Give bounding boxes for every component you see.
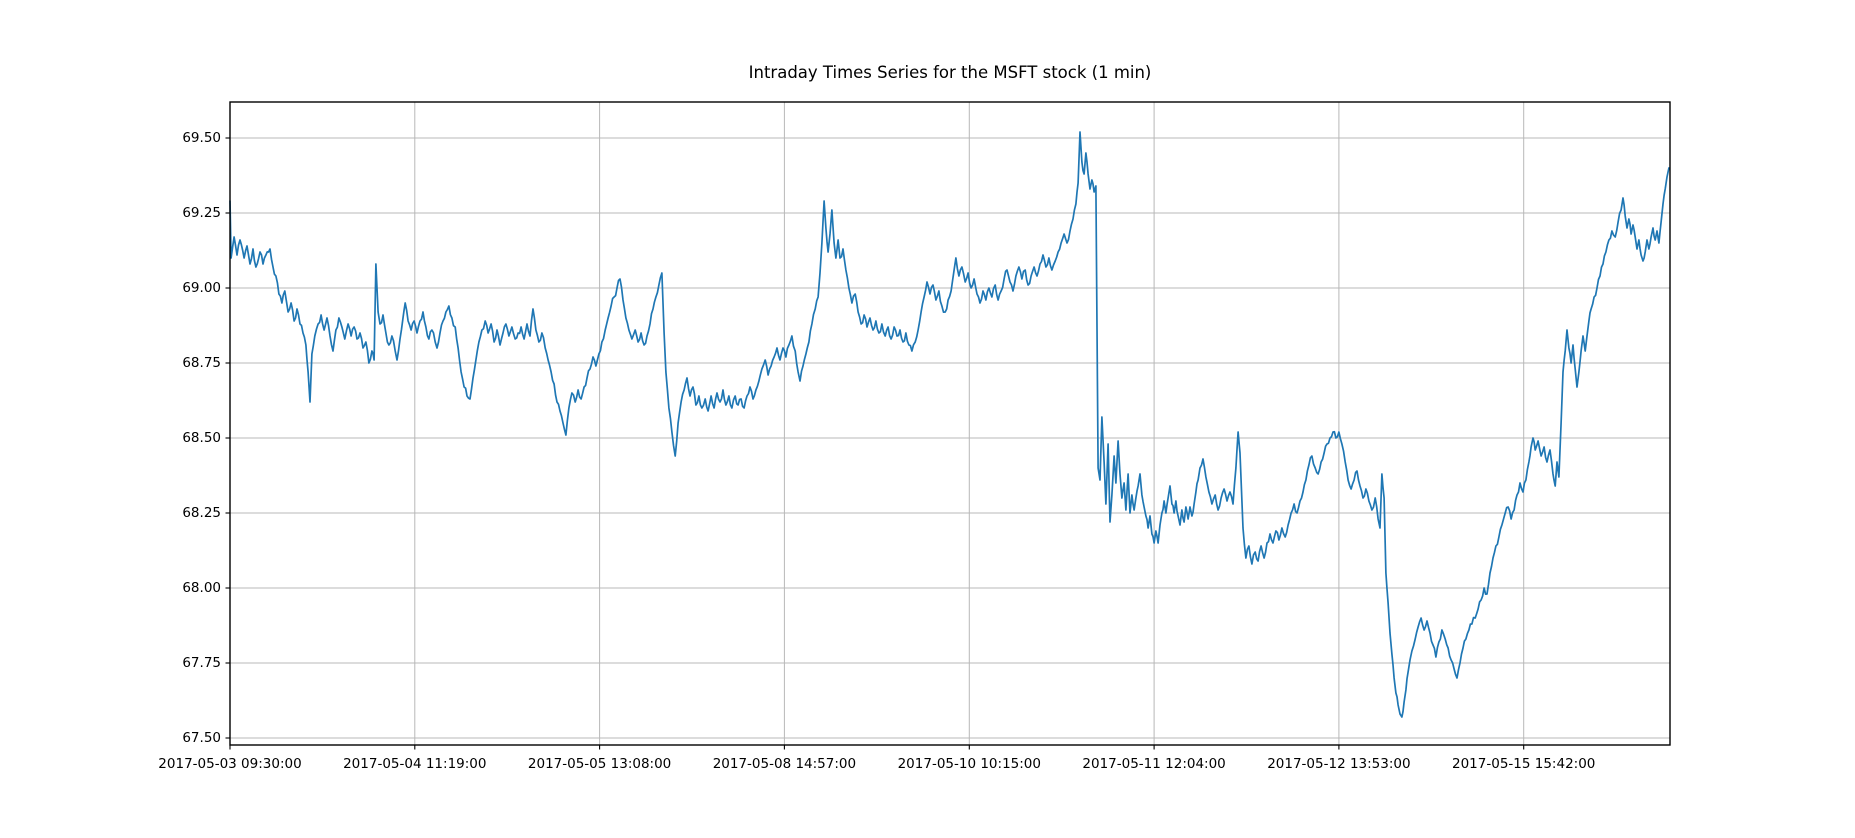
svg-text:68.00: 68.00 — [182, 580, 221, 596]
svg-text:2017-05-05 13:08:00: 2017-05-05 13:08:00 — [528, 756, 671, 772]
svg-text:2017-05-08 14:57:00: 2017-05-08 14:57:00 — [713, 756, 856, 772]
price-line — [229, 131, 1670, 718]
svg-text:2017-05-03 09:30:00: 2017-05-03 09:30:00 — [158, 756, 301, 772]
svg-text:2017-05-15 15:42:00: 2017-05-15 15:42:00 — [1452, 756, 1595, 772]
tick-labels: 2017-05-03 09:30:00 2017-05-04 11:19:00 20… — [158, 130, 1595, 772]
svg-text:2017-05-04 11:19:00: 2017-05-04 11:19:00 — [343, 756, 486, 772]
gridlines — [230, 102, 1670, 745]
svg-text:68.25: 68.25 — [182, 505, 221, 521]
chart-title: Intraday Times Series for the MSFT stock… — [749, 63, 1152, 82]
svg-text:2017-05-10 10:15:00: 2017-05-10 10:15:00 — [898, 756, 1041, 772]
svg-text:2017-05-11 12:04:00: 2017-05-11 12:04:00 — [1082, 756, 1225, 772]
svg-text:68.75: 68.75 — [182, 355, 221, 371]
svg-text:2017-05-12 13:53:00: 2017-05-12 13:53:00 — [1267, 756, 1410, 772]
tick-marks — [225, 137, 1525, 750]
svg-text:67.75: 67.75 — [182, 655, 221, 671]
svg-text:69.25: 69.25 — [182, 205, 221, 221]
svg-text:68.50: 68.50 — [182, 430, 221, 446]
svg-text:67.50: 67.50 — [182, 730, 221, 746]
svg-text:69.50: 69.50 — [182, 130, 221, 146]
svg-text:69.00: 69.00 — [182, 280, 221, 296]
plot-frame — [229, 101, 1671, 746]
